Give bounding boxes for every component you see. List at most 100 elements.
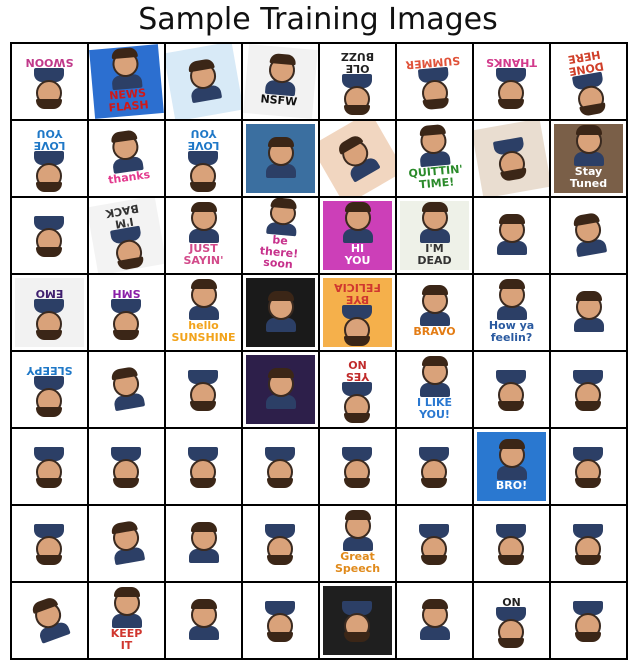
avatar-body [342, 536, 373, 551]
sticker: NEWS FLASH [89, 44, 164, 119]
avatar-face [190, 521, 217, 551]
sample-image: LOVE YOU [12, 121, 87, 196]
sample-image [320, 429, 395, 504]
sample-image [89, 429, 164, 504]
sample-image [474, 198, 549, 273]
sticker-caption: BRAVO [413, 324, 456, 338]
sticker: thanks [89, 121, 164, 196]
avatar-body [496, 305, 527, 320]
sample-image: NSFW [243, 44, 318, 119]
sticker: Great Speech [323, 509, 392, 578]
sticker: NSFW [243, 44, 318, 119]
avatar-body [342, 228, 373, 243]
sticker: NO [477, 586, 546, 655]
sample-image [166, 583, 241, 658]
sample-image [166, 429, 241, 504]
sticker [320, 121, 395, 196]
sample-image [89, 352, 164, 427]
sticker-caption: hello SUNSHINE [171, 318, 236, 344]
sample-image: KEEP IT [89, 583, 164, 658]
sample-image: SUMMER [397, 44, 472, 119]
avatar-face [575, 382, 602, 409]
sticker [92, 432, 161, 501]
sample-image [243, 583, 318, 658]
avatar-body [188, 548, 219, 563]
sample-image [320, 583, 395, 658]
sample-image: THANKS [474, 44, 549, 119]
sticker [554, 509, 623, 578]
avatar-face [498, 80, 525, 107]
sample-image [89, 506, 164, 581]
sticker-caption: YES NO [345, 358, 370, 384]
sample-image: BRO! [474, 429, 549, 504]
sticker-caption: NEWS FLASH [108, 86, 150, 115]
sample-image [166, 506, 241, 581]
avatar-body [496, 240, 527, 255]
avatar-face [575, 613, 602, 640]
avatar-body [419, 625, 450, 640]
sticker: DONE HERE [551, 44, 626, 119]
avatar-face [36, 388, 63, 415]
avatar-face [113, 586, 140, 616]
sample-image: SWOON [12, 44, 87, 119]
sample-image [551, 198, 626, 273]
sample-image [12, 583, 87, 658]
sticker-caption: BYE FELICIA [334, 281, 381, 307]
sample-image [397, 583, 472, 658]
sticker [400, 586, 469, 655]
sample-image [166, 44, 241, 119]
avatar-face [344, 317, 371, 344]
sticker [15, 509, 84, 578]
avatar-face [36, 80, 63, 107]
avatar-face [190, 459, 217, 486]
sample-image: EMO [12, 275, 87, 350]
sticker-caption: LOVE YOU [33, 127, 66, 153]
avatar-body [265, 317, 296, 332]
avatar-face [498, 438, 525, 468]
sample-image: Stay Tuned [551, 121, 626, 196]
sticker [474, 121, 549, 196]
sticker [169, 586, 238, 655]
avatar-face [421, 201, 448, 231]
sticker: Stay Tuned [554, 124, 623, 193]
sticker: LOVE YOU [15, 124, 84, 193]
sticker-caption: BRO! [495, 478, 528, 492]
sticker: BYE FELICIA [323, 278, 392, 347]
avatar-face [267, 613, 294, 640]
sample-image [474, 352, 549, 427]
avatar-face [575, 290, 602, 320]
avatar-face [421, 79, 450, 108]
sticker [477, 509, 546, 578]
sample-image [12, 506, 87, 581]
sticker: I'M BACK [89, 198, 164, 273]
sample-image: SLEEPY [12, 352, 87, 427]
sticker [551, 198, 626, 273]
sample-image [551, 352, 626, 427]
sample-image [474, 506, 549, 581]
sticker-caption: KEEP IT [110, 626, 143, 652]
sticker-caption: thanks [107, 167, 151, 187]
sticker: THANKS [477, 47, 546, 116]
avatar-face [36, 459, 63, 486]
sticker [15, 432, 84, 501]
sticker: KEEP IT [92, 586, 161, 655]
sticker: SUMMER [397, 44, 472, 119]
sample-image: SMH [89, 275, 164, 350]
sticker: I LIKE YOU! [400, 355, 469, 424]
sample-image [551, 506, 626, 581]
sample-image: be there! soon [243, 198, 318, 273]
avatar-body [419, 228, 450, 243]
avatar-body [188, 305, 219, 320]
sticker [246, 586, 315, 655]
avatar-face [344, 86, 371, 113]
sticker-caption: HI YOU [344, 241, 371, 267]
sample-image: OLE BUZZ [320, 44, 395, 119]
sticker-caption: I LIKE YOU! [416, 395, 453, 421]
avatar-body [188, 228, 219, 243]
sticker-caption: THANKS [486, 56, 537, 70]
sticker-caption: NSFW [259, 92, 298, 109]
sticker [15, 201, 84, 270]
sample-image [243, 506, 318, 581]
avatar-face [344, 613, 371, 640]
avatar-body [573, 151, 604, 166]
